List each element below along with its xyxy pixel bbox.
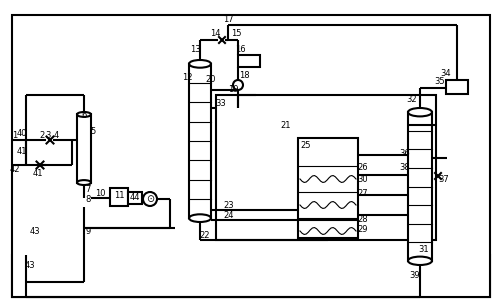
Text: 9: 9 (85, 227, 91, 237)
Text: 43: 43 (25, 261, 35, 270)
Text: 34: 34 (440, 70, 451, 78)
Text: ⊙: ⊙ (146, 194, 154, 204)
Text: 44: 44 (130, 194, 140, 202)
Text: 16: 16 (235, 46, 245, 54)
Circle shape (143, 192, 157, 206)
Text: 8: 8 (85, 195, 91, 205)
Text: 41: 41 (17, 147, 27, 157)
Text: 43: 43 (30, 227, 40, 237)
Bar (446, 80, 468, 94)
Text: 39: 39 (410, 271, 420, 279)
Text: 6: 6 (81, 110, 87, 119)
Text: 36: 36 (400, 148, 410, 157)
Text: 1: 1 (13, 132, 18, 140)
Text: 31: 31 (419, 246, 429, 254)
Text: 4: 4 (53, 132, 58, 140)
Text: 10: 10 (95, 189, 105, 199)
Text: 38: 38 (400, 164, 410, 172)
Text: 19: 19 (228, 85, 238, 95)
Text: 35: 35 (434, 78, 446, 87)
Circle shape (221, 39, 223, 41)
Text: 21: 21 (281, 120, 291, 130)
Bar (128, 192, 142, 204)
Bar (238, 55, 260, 67)
Text: 13: 13 (190, 46, 200, 54)
Bar (216, 95, 436, 240)
Text: 27: 27 (358, 189, 368, 199)
Text: 15: 15 (231, 29, 241, 39)
Text: 33: 33 (216, 98, 226, 108)
Circle shape (39, 164, 41, 166)
Text: 29: 29 (358, 226, 368, 234)
Ellipse shape (189, 214, 211, 222)
Text: 7: 7 (85, 185, 91, 195)
Text: 24: 24 (224, 212, 234, 220)
Ellipse shape (408, 257, 432, 265)
Bar (408, 112, 432, 261)
Text: 22: 22 (200, 230, 210, 240)
Circle shape (49, 139, 51, 141)
Ellipse shape (77, 180, 91, 185)
Text: 20: 20 (206, 75, 216, 85)
Ellipse shape (408, 108, 432, 116)
Text: 5: 5 (90, 127, 96, 136)
Text: 18: 18 (239, 71, 249, 80)
Text: 40: 40 (17, 129, 27, 137)
Text: 25: 25 (301, 141, 311, 150)
Text: 28: 28 (358, 216, 368, 224)
Bar (189, 64, 211, 218)
Bar (110, 188, 128, 206)
Text: 3: 3 (45, 132, 51, 140)
Bar (77, 114, 91, 182)
Ellipse shape (77, 112, 91, 117)
Text: 23: 23 (224, 202, 234, 210)
Text: 17: 17 (223, 15, 233, 23)
Text: 12: 12 (182, 74, 192, 82)
Ellipse shape (189, 60, 211, 68)
Bar (12, 255, 490, 297)
Circle shape (233, 80, 243, 90)
Text: 26: 26 (358, 164, 368, 172)
Bar (298, 138, 358, 238)
Text: 32: 32 (407, 95, 417, 105)
Circle shape (437, 175, 439, 177)
Text: 41: 41 (33, 168, 43, 178)
Text: 30: 30 (358, 174, 368, 184)
Text: 42: 42 (10, 164, 20, 174)
Text: 37: 37 (438, 175, 450, 185)
Text: 11: 11 (114, 192, 124, 201)
Text: 14: 14 (210, 29, 220, 39)
Text: 2: 2 (39, 132, 45, 140)
